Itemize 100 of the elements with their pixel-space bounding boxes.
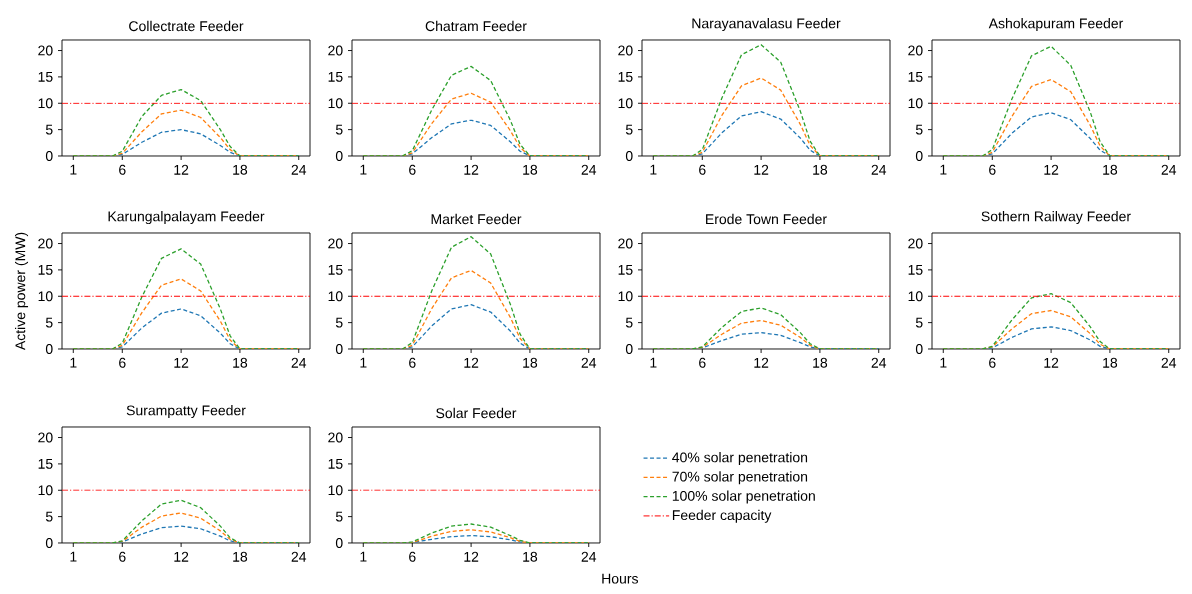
x-tick-label: 24 bbox=[871, 164, 887, 175]
y-tick-label: 0 bbox=[45, 344, 53, 354]
x-tick-label: 18 bbox=[813, 164, 828, 175]
x-tick-label: 6 bbox=[119, 551, 126, 562]
y-tick-label: 5 bbox=[915, 124, 923, 135]
y-tick-label: 0 bbox=[335, 538, 343, 548]
chart-title: Solar Feeder bbox=[436, 407, 517, 419]
x-tick-label: 24 bbox=[291, 551, 307, 562]
y-tick-label: 5 bbox=[335, 317, 343, 328]
x-tick-label: 1 bbox=[650, 164, 657, 175]
x-tick-label: 18 bbox=[1103, 164, 1118, 175]
y-tick-label: 15 bbox=[618, 72, 633, 82]
y-tick-label: 5 bbox=[45, 317, 53, 328]
x-tick-label: 18 bbox=[233, 357, 248, 368]
x-tick-label: 12 bbox=[754, 357, 769, 368]
x-tick-label: 24 bbox=[871, 357, 887, 368]
y-tick-label: 10 bbox=[908, 291, 923, 302]
y-tick-label: 15 bbox=[908, 72, 923, 82]
x-tick-label: 24 bbox=[291, 164, 307, 175]
x-tick-label: 6 bbox=[119, 164, 126, 175]
x-tick-label: 1 bbox=[360, 357, 367, 368]
y-tick-label: 5 bbox=[625, 317, 633, 328]
x-tick-label: 12 bbox=[174, 551, 189, 562]
y-tick-label: 10 bbox=[38, 98, 53, 109]
x-tick-label: 1 bbox=[70, 551, 77, 562]
chart-title: Surampatty Feeder bbox=[126, 405, 246, 419]
y-tick-label: 20 bbox=[328, 238, 343, 249]
y-tick-label: 0 bbox=[45, 151, 53, 161]
x-tick-label: 1 bbox=[650, 357, 657, 368]
x-tick-label: 1 bbox=[70, 164, 77, 175]
x-tick-label: 18 bbox=[523, 357, 538, 368]
chart-title: Collectrate Feeder bbox=[129, 20, 244, 32]
y-tick-label: 10 bbox=[618, 291, 633, 302]
x-tick-label: 6 bbox=[699, 164, 706, 175]
y-tick-label: 20 bbox=[618, 45, 633, 56]
x-tick-label: 12 bbox=[464, 551, 479, 562]
chart-title: Erode Town Feeder bbox=[706, 213, 827, 225]
y-tick-label: 10 bbox=[618, 98, 633, 109]
x-tick-label: 12 bbox=[1044, 357, 1059, 368]
y-tick-label: 5 bbox=[915, 317, 923, 328]
x-tick-label: 24 bbox=[1161, 164, 1177, 175]
y-tick-label: 0 bbox=[625, 344, 633, 354]
y-tick-label: 15 bbox=[908, 265, 923, 275]
x-tick-label: 12 bbox=[1044, 164, 1059, 175]
y-tick-label: 20 bbox=[38, 432, 53, 443]
x-tick-label: 24 bbox=[581, 164, 597, 175]
x-tick-label: 6 bbox=[409, 164, 416, 175]
y-tick-label: 20 bbox=[908, 238, 923, 249]
y-tick-label: 15 bbox=[618, 265, 633, 275]
y-tick-label: 0 bbox=[335, 344, 343, 354]
x-tick-label: 12 bbox=[174, 164, 189, 175]
y-tick-label: 15 bbox=[38, 72, 53, 82]
chart-title: Sothern Railway Feeder bbox=[981, 211, 1131, 225]
legend-label: 70% solar penetration bbox=[672, 471, 808, 485]
y-tick-label: 0 bbox=[915, 151, 923, 161]
x-tick-label: 12 bbox=[174, 357, 189, 368]
legend-label: Feeder capacity bbox=[672, 509, 772, 523]
x-tick-label: 18 bbox=[523, 551, 538, 562]
y-tick-label: 5 bbox=[45, 124, 53, 135]
x-tick-label: 1 bbox=[940, 164, 947, 175]
y-tick-label: 15 bbox=[38, 459, 53, 469]
chart-title: Market Feeder bbox=[431, 213, 522, 225]
y-tick-label: 20 bbox=[38, 238, 53, 249]
y-tick-label: 10 bbox=[328, 485, 343, 496]
y-tick-label: 15 bbox=[328, 459, 343, 469]
y-tick-label: 15 bbox=[328, 265, 343, 275]
x-tick-label: 1 bbox=[360, 551, 367, 562]
y-tick-label: 5 bbox=[335, 511, 343, 522]
y-tick-label: 5 bbox=[45, 511, 53, 522]
legend-label: 100% solar penetration bbox=[672, 490, 815, 504]
y-tick-label: 0 bbox=[915, 344, 923, 354]
x-tick-label: 18 bbox=[233, 551, 248, 562]
x-tick-label: 24 bbox=[1161, 357, 1177, 368]
x-tick-label: 24 bbox=[581, 551, 597, 562]
x-tick-label: 6 bbox=[119, 357, 126, 368]
x-tick-label: 12 bbox=[464, 357, 479, 368]
y-tick-label: 10 bbox=[908, 98, 923, 109]
x-tick-label: 1 bbox=[940, 357, 947, 368]
y-tick-label: 20 bbox=[328, 432, 343, 443]
x-tick-label: 24 bbox=[291, 357, 307, 368]
x-tick-label: 6 bbox=[989, 357, 996, 368]
y-tick-label: 10 bbox=[38, 291, 53, 302]
x-tick-label: 18 bbox=[813, 357, 828, 368]
x-tick-label: 1 bbox=[360, 164, 367, 175]
y-axis-title: Active power (MW) bbox=[14, 232, 29, 351]
y-tick-label: 0 bbox=[45, 538, 53, 548]
chart-title: Ashokapuram Feeder bbox=[988, 18, 1124, 32]
chart-title: Narayanavalasu Feeder bbox=[692, 18, 841, 32]
y-tick-label: 15 bbox=[328, 72, 343, 82]
x-tick-label: 6 bbox=[409, 551, 416, 562]
x-axis-title: Hours bbox=[602, 573, 638, 584]
x-tick-label: 6 bbox=[409, 357, 416, 368]
y-tick-label: 0 bbox=[625, 151, 633, 161]
x-tick-label: 18 bbox=[233, 164, 248, 175]
y-tick-label: 5 bbox=[625, 124, 633, 135]
y-tick-label: 10 bbox=[328, 291, 343, 302]
y-tick-label: 10 bbox=[328, 98, 343, 109]
y-tick-label: 20 bbox=[328, 45, 343, 56]
chart-title: Karungalpalayam Feeder bbox=[108, 211, 265, 225]
x-tick-label: 12 bbox=[464, 164, 479, 175]
